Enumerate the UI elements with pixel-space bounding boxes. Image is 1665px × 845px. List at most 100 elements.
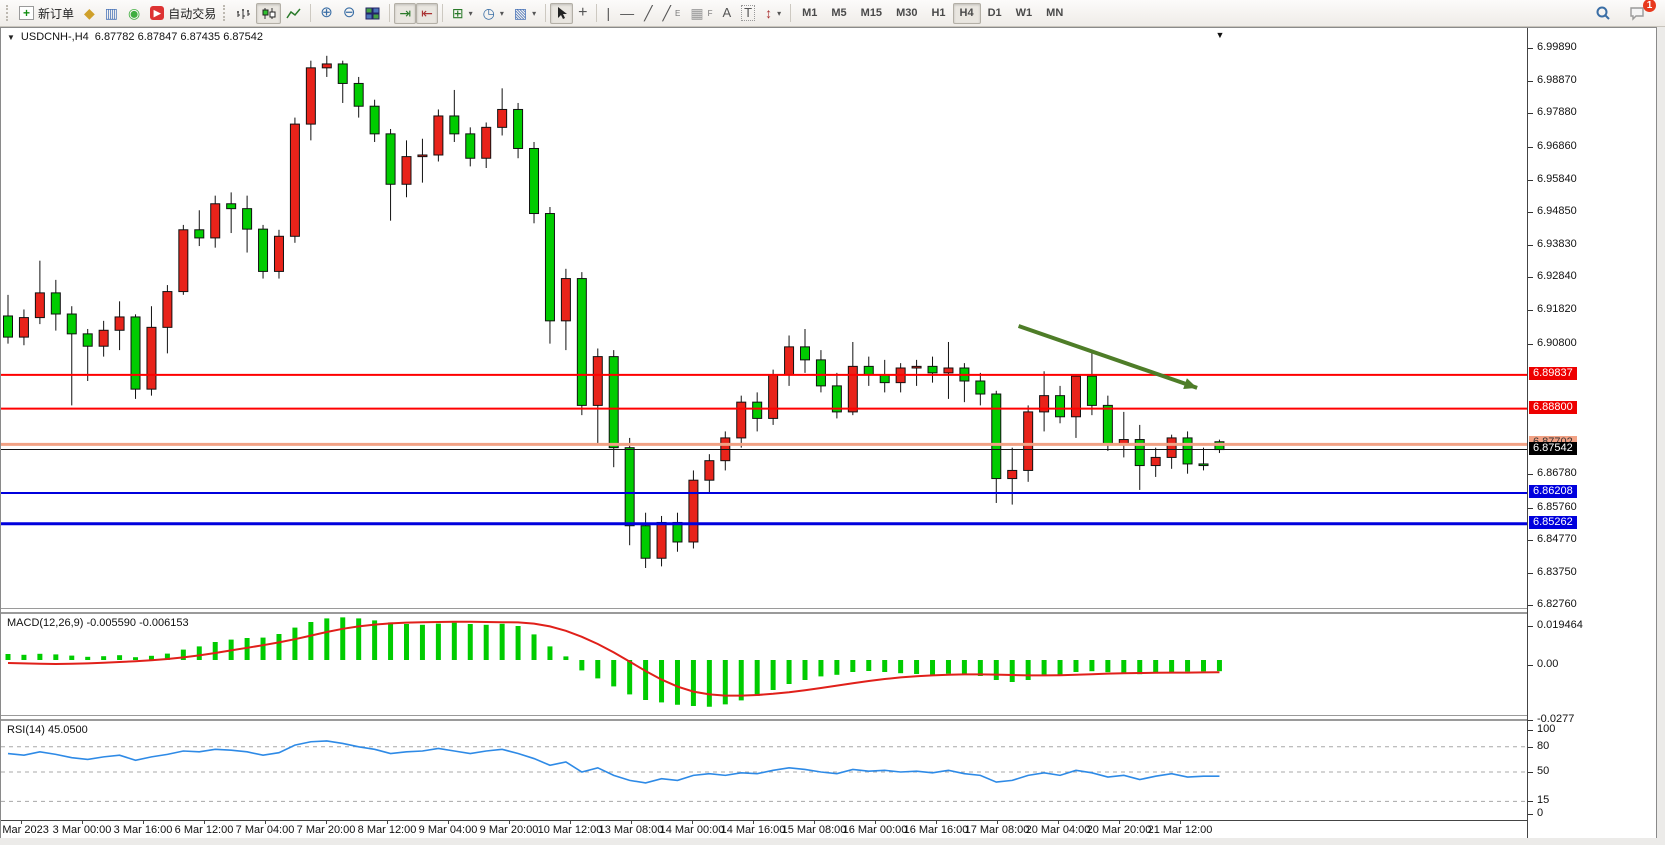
toolbar-grip[interactable]	[6, 5, 10, 21]
new-chart-button[interactable]: ⊞ ▾	[447, 3, 478, 24]
fibonacci-tool-button[interactable]: ▦ F	[685, 3, 717, 24]
candlestick-chart-button[interactable]	[256, 2, 282, 24]
price-axis-label: 6.92840	[1537, 270, 1577, 283]
rsi-pane[interactable]: RSI(14) 45.0500	[1, 719, 1527, 820]
candle-up	[34, 292, 45, 319]
search-button[interactable]	[1590, 3, 1616, 24]
timeframe-m15-button[interactable]: M15	[860, 7, 883, 19]
candle-down	[130, 316, 141, 390]
timeframe-mn-button[interactable]: MN	[1046, 7, 1064, 19]
price-axis-label: -0.0277	[1537, 713, 1575, 726]
chart-shift-marker-icon[interactable]: ▼	[1215, 30, 1225, 40]
price-axis-label: 6.99890	[1537, 41, 1577, 53]
timeframe-m1-button[interactable]: M1	[802, 7, 818, 19]
candle-up	[704, 460, 715, 481]
auto-trading-button[interactable]: ▶ 自动交易	[145, 3, 221, 24]
candle-down	[863, 365, 874, 376]
candlestick-chart[interactable]	[1, 28, 1527, 612]
horizontal-line-tool-button[interactable]: —	[615, 3, 639, 24]
bar-chart-button[interactable]	[231, 3, 256, 24]
axis-tick-mark	[1528, 626, 1533, 628]
channel-tool-button[interactable]: ╱ E	[658, 3, 686, 24]
time-axis-label: 3 Mar 00:00	[52, 824, 112, 836]
period-button[interactable]: ◷ ▾	[478, 3, 509, 24]
price-axis-label: 0	[1537, 807, 1544, 819]
auto-scroll-icon: ⇥	[399, 5, 412, 21]
new-order-label: 新订单	[38, 6, 75, 21]
candle-up	[289, 123, 300, 237]
axis-tick-mark	[1528, 81, 1533, 83]
line-chart-button[interactable]	[281, 3, 306, 24]
timeframe-w1-button[interactable]: W1	[1015, 7, 1033, 19]
price-axis-label: 6.95840	[1537, 172, 1577, 185]
candle-down	[513, 108, 524, 149]
price-axis[interactable]: 6.99890 6.98870 6.97880 6.96860 6.95840 6.948…	[1527, 28, 1656, 839]
timeframe-d1-button[interactable]: D1	[987, 7, 1002, 19]
navigator-button[interactable]: ◉	[123, 3, 145, 24]
new-order-button[interactable]: + 新订单	[14, 3, 79, 24]
cursor-tool-button[interactable]	[550, 2, 574, 24]
tile-windows-button[interactable]	[360, 3, 385, 24]
candle-up	[736, 401, 747, 439]
candle-up	[1150, 456, 1161, 467]
candle-up	[273, 235, 284, 272]
trend-arrow-line[interactable]	[1017, 324, 1198, 390]
price-axis-label: 6.91820	[1537, 303, 1577, 316]
notifications-button[interactable]: 1	[1624, 0, 1656, 24]
time-tick-mark	[631, 821, 632, 824]
auto-scroll-button[interactable]: ⇥	[394, 2, 417, 24]
time-tick-mark	[509, 821, 510, 824]
price-level-flag: 6.87542	[1529, 441, 1577, 455]
candle-down	[1102, 404, 1113, 445]
price-pane[interactable]: ▼ USDCNH-,H4 6.87782 6.87847 6.87435 6.8…	[1, 28, 1527, 612]
template-button[interactable]: ▧ ▾	[509, 3, 541, 24]
vertical-line-tool-button[interactable]: |	[601, 3, 615, 24]
candle-up	[210, 203, 221, 239]
candle-down	[242, 208, 253, 230]
candle-down	[800, 346, 810, 361]
price-axis-label: 6.83750	[1537, 565, 1577, 578]
candle-down	[82, 333, 93, 347]
time-axis-label: 8 Mar 12:00	[357, 824, 417, 836]
zoom-in-button[interactable]: ⊕	[315, 3, 338, 24]
candle-down	[3, 315, 13, 338]
market-watch-button[interactable]: ▥	[100, 3, 123, 24]
zoom-out-button[interactable]: ⊖	[338, 3, 361, 24]
macd-chart[interactable]	[1, 614, 1527, 719]
text-icon: A	[722, 5, 732, 20]
dropdown-caret-icon: ▾	[468, 8, 473, 18]
candle-up	[1023, 411, 1034, 471]
timeframe-m30-button[interactable]: M30	[896, 7, 918, 19]
toolbar-grip[interactable]	[223, 5, 227, 21]
axis-tick-mark	[1528, 343, 1533, 345]
rsi-chart[interactable]	[1, 721, 1527, 820]
chart-shift-button[interactable]: ⇤	[416, 2, 438, 24]
trend-arrow-head	[1183, 378, 1198, 390]
timeframe-h4-button[interactable]: H4	[952, 2, 981, 24]
candle-down	[640, 525, 651, 559]
candle-down	[194, 229, 205, 239]
quotes-button[interactable]: ◆	[79, 3, 100, 24]
time-axis-label: 7 Mar 04:00	[235, 824, 295, 836]
label-tool-button[interactable]: T	[736, 3, 760, 24]
crosshair-tool-button[interactable]: +	[573, 3, 592, 24]
macd-pane[interactable]: MACD(12,26,9) -0.005590 -0.006153	[1, 612, 1527, 719]
time-tick-mark	[875, 821, 876, 824]
candle-down	[258, 228, 269, 272]
horizontal-line-icon: —	[620, 5, 635, 21]
chart-title: ▼ USDCNH-,H4 6.87782 6.87847 6.87435 6.8…	[7, 31, 263, 43]
candle-down	[449, 115, 460, 135]
timeframe-h1-button[interactable]: H1	[931, 7, 946, 19]
candle-up	[321, 63, 332, 69]
timeframe-m5-button[interactable]: M5	[831, 7, 847, 19]
candle-down	[975, 380, 986, 395]
time-tick-mark	[448, 821, 449, 824]
arrows-tool-button[interactable]: ↕ ▾	[760, 3, 786, 24]
toolbar-separator	[790, 4, 792, 22]
trendline-tool-button[interactable]: ╱	[639, 3, 657, 24]
candle-up	[178, 229, 189, 293]
symbol-dropdown-icon[interactable]: ▼	[7, 32, 15, 42]
text-tool-button[interactable]: A	[717, 3, 736, 24]
candle-up	[497, 108, 508, 128]
